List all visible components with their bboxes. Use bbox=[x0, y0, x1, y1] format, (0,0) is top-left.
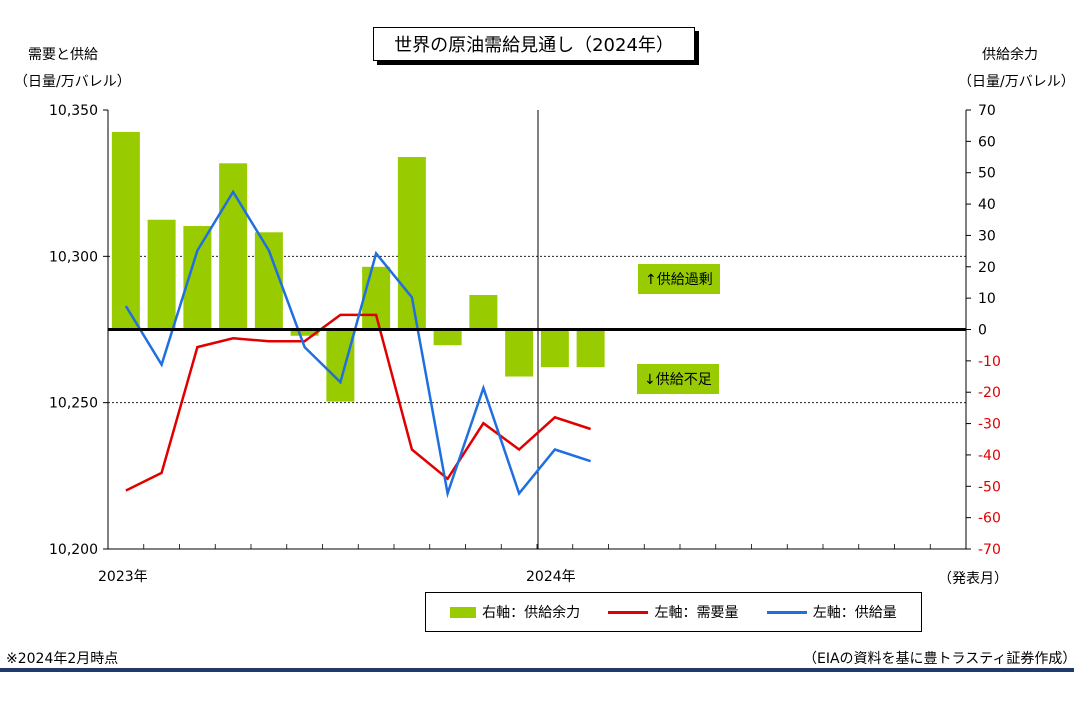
right-tick-label-6: 10 bbox=[978, 291, 996, 307]
annotation-shortage: ↓供給不足 bbox=[637, 364, 719, 394]
bars-layer bbox=[111, 131, 605, 402]
footer-rule bbox=[0, 668, 1074, 672]
chart-title: 世界の原油需給見通し（2024年） bbox=[373, 27, 695, 61]
bar-capacity-13 bbox=[576, 329, 605, 368]
axes-layer: 10,200 10,250 10,300 10,350 70 60 50 40 30 20 10 0 -… bbox=[49, 103, 1001, 558]
left-tick-label-1: 10,250 bbox=[49, 396, 98, 412]
right-tick-label-9: -20 bbox=[978, 385, 1001, 401]
legend: 右軸：供給余力 左軸：需要量 左軸：供給量 bbox=[425, 592, 922, 632]
bar-capacity-9 bbox=[433, 329, 462, 346]
left-tick-label-0: 10,200 bbox=[49, 542, 98, 558]
right-axis-unit: （日量/万バレル） bbox=[958, 74, 1074, 90]
right-tick-label-12: -50 bbox=[978, 479, 1001, 495]
right-tick-label-1: 60 bbox=[978, 134, 996, 150]
right-tick-label-7: 0 bbox=[978, 323, 987, 339]
annotation-surplus: ↑供給過剰 bbox=[638, 264, 720, 294]
bar-capacity-6 bbox=[326, 329, 355, 402]
legend-swatch-supply bbox=[766, 610, 807, 614]
right-axis-label: 供給余力 bbox=[982, 47, 1038, 63]
legend-item-demand: 左軸：需要量 bbox=[608, 602, 738, 622]
footer-note: ※2024年2月時点 bbox=[6, 651, 119, 667]
x-tick-2023: 2023年 bbox=[98, 569, 148, 585]
legend-item-supply: 左軸：供給量 bbox=[766, 602, 897, 622]
bar-capacity-10 bbox=[469, 295, 498, 330]
legend-swatch-capacity bbox=[450, 606, 477, 618]
right-tick-label-3: 40 bbox=[978, 197, 996, 213]
right-tick-label-2: 50 bbox=[978, 166, 996, 182]
left-tick-label-2: 10,300 bbox=[49, 249, 98, 265]
bar-capacity-11 bbox=[505, 329, 534, 377]
legend-label-demand: 左軸：需要量 bbox=[654, 605, 739, 621]
left-axis-unit: （日量/万バレル） bbox=[14, 74, 131, 90]
bar-capacity-5 bbox=[290, 329, 319, 336]
right-tick-label-13: -60 bbox=[978, 511, 1001, 527]
x-axis-unit: （発表月） bbox=[938, 571, 1008, 587]
x-tick-2024: 2024年 bbox=[526, 569, 576, 585]
right-tick-label-5: 20 bbox=[978, 260, 996, 276]
legend-label-supply: 左軸：供給量 bbox=[812, 605, 897, 621]
right-tick-label-14: -70 bbox=[978, 542, 1001, 558]
right-tick-label-4: 30 bbox=[978, 228, 996, 244]
legend-label-capacity: 右軸：供給余力 bbox=[482, 605, 581, 621]
bar-capacity-1 bbox=[147, 219, 176, 330]
bar-capacity-0 bbox=[111, 131, 140, 330]
right-tick-label-8: -10 bbox=[978, 354, 1001, 370]
bar-capacity-4 bbox=[254, 232, 283, 330]
right-tick-label-11: -40 bbox=[978, 448, 1001, 464]
footer-source: （EIAの資料を基に豊トラスティ証券作成） bbox=[803, 651, 1074, 667]
left-tick-label-3: 10,350 bbox=[49, 103, 98, 119]
right-tick-label-10: -30 bbox=[978, 417, 1001, 433]
bar-capacity-3 bbox=[219, 163, 248, 330]
bar-capacity-7 bbox=[362, 266, 391, 330]
right-tick-label-0: 70 bbox=[978, 103, 996, 119]
line-supply bbox=[124, 189, 591, 499]
lines-layer bbox=[124, 189, 591, 499]
left-axis-label: 需要と供給 bbox=[28, 47, 98, 63]
legend-swatch-demand bbox=[608, 610, 649, 614]
bar-capacity-12 bbox=[540, 329, 569, 368]
legend-item-capacity: 右軸：供給余力 bbox=[450, 602, 580, 622]
